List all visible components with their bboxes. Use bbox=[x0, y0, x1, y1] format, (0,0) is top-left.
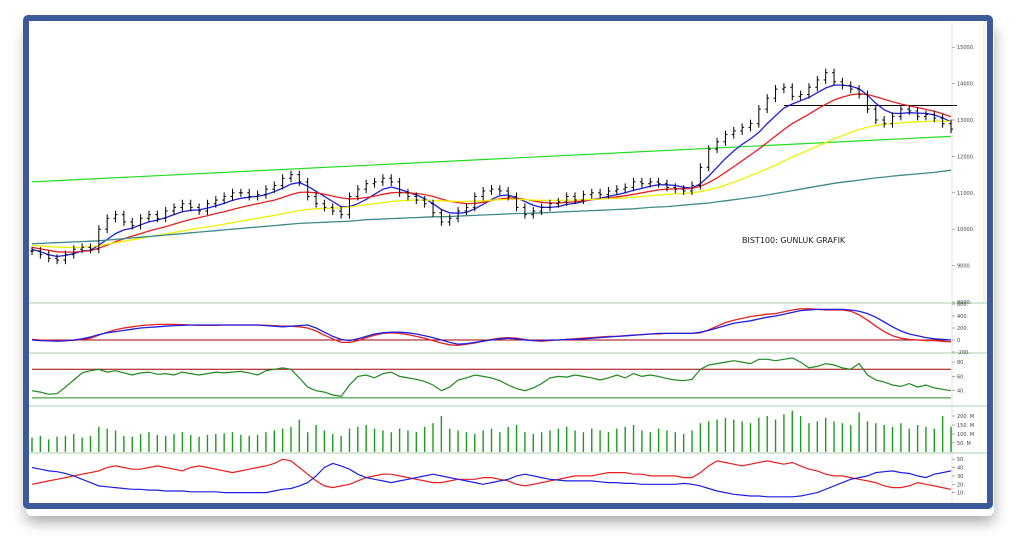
rsi-tick-label: 80. bbox=[957, 360, 965, 366]
volume-panel bbox=[31, 410, 952, 452]
chart-annotation: BIST100: GUNLUK GRAFIK bbox=[742, 236, 846, 245]
dmi-panel bbox=[31, 458, 952, 498]
dmi-tick-label: 10. bbox=[957, 491, 965, 497]
di-plus-line bbox=[31, 462, 952, 498]
volume-tick-label: 150. M bbox=[957, 423, 974, 429]
macd-tick-label: 200. bbox=[957, 326, 969, 332]
dmi-tick-label: 50. bbox=[957, 457, 965, 463]
macd-tick-label: -200. bbox=[957, 350, 970, 356]
dmi-tick-label: 20. bbox=[957, 482, 965, 488]
macd-tick-label: 600. bbox=[957, 302, 969, 308]
price-tick-label: 13000. bbox=[957, 118, 975, 124]
price-tick-label: 14000. bbox=[957, 82, 975, 88]
volume-tick-label: 200. M bbox=[957, 414, 974, 420]
volume-tick-label: 100. M bbox=[957, 432, 974, 438]
rsi-panel bbox=[31, 357, 952, 399]
rsi-tick-label: 40. bbox=[957, 389, 965, 395]
dmi-tick-label: 30. bbox=[957, 474, 965, 480]
price-tick-label: 10000. bbox=[957, 227, 975, 233]
macd-tick-label: 0 bbox=[957, 338, 960, 344]
price-tick-label: 8000. bbox=[957, 300, 972, 306]
price-axis: 8000. 9000. 10000. 11000. 12000. 13000. 14000.… bbox=[952, 45, 975, 497]
price-tick-label: 15000. bbox=[957, 45, 975, 51]
volume-tick-label: 50. M bbox=[957, 441, 971, 447]
chart-canvas: 8000. 9000. 10000. 11000. 12000. 13000. 14000.… bbox=[29, 21, 987, 503]
macd-tick-label: 400. bbox=[957, 314, 969, 320]
ma_200-line bbox=[31, 169, 952, 245]
price-tick-label: 12000. bbox=[957, 154, 975, 160]
trend-line bbox=[31, 135, 952, 183]
di-minus-line bbox=[31, 458, 952, 490]
macd-panel bbox=[31, 308, 952, 347]
ma_long-line bbox=[31, 120, 952, 249]
ma_short-line bbox=[31, 84, 952, 258]
price-tick-label: 11000. bbox=[957, 191, 975, 197]
price-tick-label: 9000. bbox=[957, 264, 972, 270]
rsi-line bbox=[31, 357, 952, 398]
stock-chart: 8000. 9000. 10000. 11000. 12000. 13000. 14000.… bbox=[29, 21, 987, 503]
macd-line bbox=[31, 308, 952, 345]
rsi-tick-label: 60. bbox=[957, 374, 965, 380]
dmi-tick-label: 40. bbox=[957, 466, 965, 472]
price-panel bbox=[30, 68, 957, 265]
